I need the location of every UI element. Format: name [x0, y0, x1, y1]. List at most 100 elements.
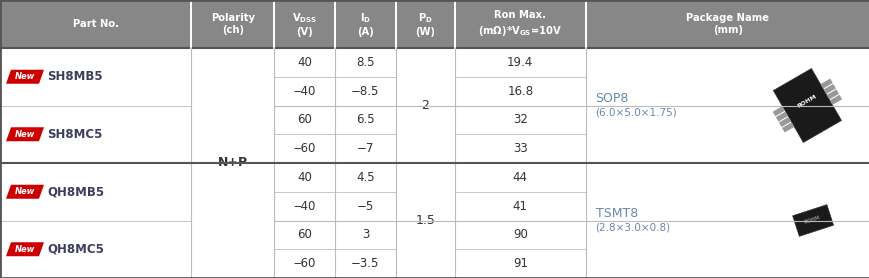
Bar: [454, 163, 585, 192]
Bar: [0, 249, 191, 278]
Polygon shape: [792, 205, 833, 236]
Bar: [274, 134, 335, 163]
Text: New: New: [15, 130, 35, 139]
Bar: [0, 0, 191, 48]
Text: −3.5: −3.5: [351, 257, 379, 270]
Bar: [335, 48, 395, 77]
Bar: [191, 220, 274, 249]
Text: SH8MB5: SH8MB5: [47, 70, 103, 83]
Text: (2.8×3.0×0.8): (2.8×3.0×0.8): [594, 222, 670, 232]
Bar: [454, 105, 585, 134]
Text: V$_{\mathbf{DSS}}$
(V): V$_{\mathbf{DSS}}$ (V): [292, 11, 316, 37]
Text: 40: 40: [296, 56, 312, 69]
Bar: [191, 105, 274, 134]
Bar: [454, 192, 585, 220]
Bar: [0, 77, 191, 105]
Text: P$_{\mathbf{D}}$
(W): P$_{\mathbf{D}}$ (W): [415, 11, 434, 37]
Text: −7: −7: [356, 142, 374, 155]
Bar: [585, 0, 869, 48]
Bar: [335, 134, 395, 163]
Polygon shape: [826, 89, 838, 100]
Bar: [585, 105, 869, 134]
Text: N+P: N+P: [217, 157, 248, 170]
Bar: [585, 192, 869, 220]
Text: QH8MC5: QH8MC5: [47, 243, 103, 256]
Polygon shape: [829, 95, 841, 105]
Bar: [395, 48, 454, 77]
Bar: [0, 220, 191, 249]
Text: 6.5: 6.5: [355, 113, 375, 126]
Bar: [274, 77, 335, 105]
Bar: [274, 163, 335, 192]
Bar: [191, 0, 274, 48]
Text: −5: −5: [356, 200, 374, 213]
Text: I$_{\mathbf{D}}$
(A): I$_{\mathbf{D}}$ (A): [356, 11, 374, 37]
Text: 3: 3: [362, 228, 368, 241]
Bar: [191, 134, 274, 163]
Bar: [0, 163, 191, 220]
Bar: [395, 77, 454, 105]
Bar: [335, 105, 395, 134]
Text: ROHM: ROHM: [796, 94, 817, 109]
Bar: [454, 0, 585, 48]
Bar: [454, 249, 585, 278]
Bar: [585, 220, 869, 249]
Bar: [335, 249, 395, 278]
Bar: [585, 48, 869, 163]
Text: Ron Max.
(mΩ)*V$_{\mathbf{GS}}$=10V: Ron Max. (mΩ)*V$_{\mathbf{GS}}$=10V: [478, 11, 561, 38]
Text: QH8MB5: QH8MB5: [47, 185, 104, 198]
Bar: [335, 0, 395, 48]
Text: Part No.: Part No.: [73, 19, 118, 29]
Text: Polarity
(ch): Polarity (ch): [210, 13, 255, 35]
Polygon shape: [6, 127, 44, 141]
Bar: [395, 134, 454, 163]
Bar: [335, 163, 395, 192]
Text: ‒40: ‒40: [293, 85, 315, 98]
Bar: [395, 0, 454, 48]
Bar: [0, 105, 191, 163]
Bar: [0, 192, 191, 220]
Bar: [454, 134, 585, 163]
Polygon shape: [6, 70, 44, 84]
Bar: [454, 48, 585, 77]
Text: 44: 44: [512, 171, 527, 184]
Bar: [0, 163, 191, 192]
Bar: [395, 163, 454, 192]
Text: ‒60: ‒60: [293, 142, 315, 155]
Polygon shape: [781, 122, 793, 132]
Text: ROHM: ROHM: [802, 215, 820, 225]
Bar: [0, 134, 191, 163]
Text: 32: 32: [512, 113, 527, 126]
Bar: [0, 48, 191, 77]
Bar: [395, 249, 454, 278]
Text: 4.5: 4.5: [355, 171, 375, 184]
Text: −8.5: −8.5: [351, 85, 379, 98]
Bar: [585, 163, 869, 278]
Bar: [274, 249, 335, 278]
Text: 33: 33: [513, 142, 527, 155]
Bar: [395, 163, 454, 278]
Bar: [395, 48, 454, 163]
Text: 60: 60: [296, 113, 312, 126]
Bar: [585, 163, 869, 192]
Bar: [274, 0, 335, 48]
Bar: [191, 77, 274, 105]
Polygon shape: [6, 185, 44, 199]
Bar: [395, 105, 454, 134]
Text: Package Name
(mm): Package Name (mm): [686, 13, 768, 35]
Polygon shape: [772, 106, 784, 116]
Bar: [274, 192, 335, 220]
Text: New: New: [15, 245, 35, 254]
Text: 2: 2: [421, 99, 429, 112]
Bar: [191, 192, 274, 220]
Polygon shape: [775, 111, 787, 122]
Polygon shape: [6, 242, 44, 256]
Bar: [585, 48, 869, 77]
Text: 19.4: 19.4: [507, 56, 533, 69]
Bar: [191, 48, 274, 77]
Bar: [0, 220, 191, 278]
Polygon shape: [773, 68, 840, 143]
Bar: [335, 192, 395, 220]
Text: ‒40: ‒40: [293, 200, 315, 213]
Text: New: New: [15, 72, 35, 81]
